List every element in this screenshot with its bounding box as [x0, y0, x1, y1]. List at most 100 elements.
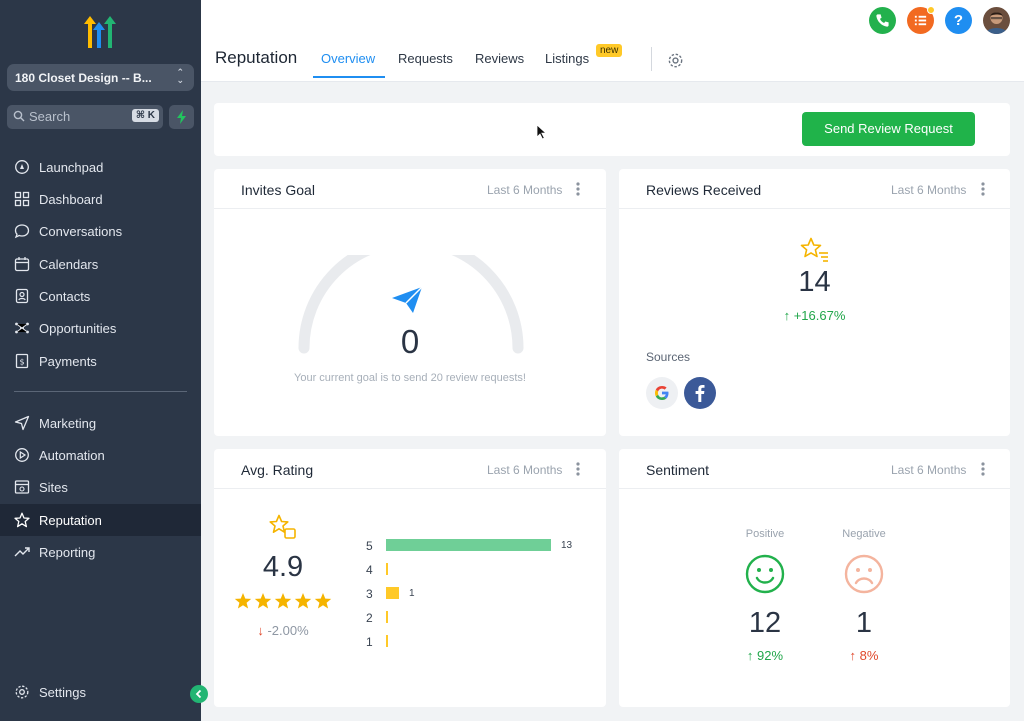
goal-gauge — [298, 255, 524, 354]
sidebar-item-label: Contacts — [39, 289, 91, 304]
sidebar-item-marketing[interactable]: Marketing — [0, 407, 201, 439]
period-label: Last 6 Months — [487, 183, 563, 197]
sidebar-item-sites[interactable]: Sites — [0, 471, 201, 503]
chevron-left-icon — [195, 689, 202, 699]
card-title: Reviews Received — [646, 182, 762, 198]
sidebar-item-dashboard[interactable]: Dashboard — [0, 183, 201, 215]
sidebar-item-label: Automation — [39, 448, 105, 463]
phone-button[interactable] — [869, 7, 896, 34]
star-list-icon — [800, 237, 828, 262]
reviews-change: ↑ +16.67% — [619, 308, 1010, 323]
search-input[interactable]: Search ⌘ K — [7, 105, 163, 129]
reviews-count: 14 — [798, 266, 831, 298]
sidebar-item-conversations[interactable]: Conversations — [0, 215, 201, 247]
more-options-icon[interactable] — [573, 461, 583, 477]
star-icon — [14, 512, 30, 528]
sidebar-item-payments[interactable]: $ Payments — [0, 345, 201, 377]
negative-label: Negative — [842, 528, 886, 540]
grid-icon — [14, 191, 30, 207]
chevron-updown-icon: ⌃ ⌄ — [176, 67, 184, 85]
avatar[interactable] — [983, 7, 1010, 34]
sidebar-item-opportunities[interactable]: Opportunities — [0, 312, 201, 344]
send-review-request-button[interactable]: Send Review Request — [802, 112, 975, 146]
rating-1-label: 1 — [366, 635, 373, 649]
quick-action-button[interactable] — [169, 105, 194, 129]
google-icon — [655, 386, 669, 400]
card-title: Sentiment — [646, 462, 710, 478]
sidebar-item-reputation[interactable]: Reputation — [0, 504, 201, 536]
new-badge: new — [596, 44, 623, 57]
rating-5-label: 5 — [366, 539, 373, 553]
rating-3-count: 1 — [409, 588, 415, 599]
negative-count: 1 — [855, 607, 873, 639]
facebook-source[interactable] — [684, 377, 716, 409]
star-rating-icon — [269, 514, 296, 539]
search-icon — [13, 110, 25, 122]
period-label: Last 6 Months — [891, 463, 967, 477]
reviews-change-value: +16.67% — [793, 308, 846, 323]
help-button[interactable]: ? — [945, 7, 972, 34]
goal-value: 0 — [400, 323, 420, 360]
sidebar-item-launchpad[interactable]: Launchpad — [0, 151, 201, 183]
arrow-down-icon: ↓ — [257, 623, 264, 638]
card-title: Invites Goal — [241, 182, 315, 198]
contact-book-icon — [15, 288, 29, 304]
account-switcher[interactable]: 180 Closet Design -- B... ⌃ ⌄ — [7, 64, 194, 91]
tab-requests[interactable]: Requests — [398, 51, 453, 66]
negative-change-value: 8% — [859, 648, 879, 663]
more-options-icon[interactable] — [978, 461, 988, 477]
settings-gear-icon[interactable] — [667, 52, 684, 69]
positive-change-value: 92% — [757, 648, 784, 663]
more-options-icon[interactable] — [978, 181, 988, 197]
notification-dot — [927, 6, 935, 14]
card-divider — [619, 208, 1010, 209]
search-shortcut: ⌘ K — [131, 109, 159, 122]
collapse-sidebar-button[interactable] — [190, 685, 208, 703]
sidebar-item-label: Settings — [39, 685, 86, 700]
sidebar-item-settings[interactable]: Settings — [0, 676, 201, 708]
positive-count: 12 — [748, 607, 782, 639]
card-divider — [214, 488, 606, 489]
five-stars — [234, 593, 332, 609]
sidebar-divider — [14, 391, 187, 392]
more-options-icon[interactable] — [573, 181, 583, 197]
sidebar-item-label: Marketing — [39, 416, 97, 431]
sidebar-item-contacts[interactable]: Contacts — [0, 280, 201, 312]
gear-icon — [15, 685, 29, 699]
star-4-icon — [294, 593, 312, 609]
tab-reviews[interactable]: Reviews — [475, 51, 525, 66]
tab-overview[interactable]: Overview — [321, 51, 376, 66]
sidebar: 180 Closet Design -- B... ⌃ ⌄ Search ⌘ K … — [0, 0, 201, 721]
rating-4-bar — [386, 563, 388, 575]
positive-label: Positive — [745, 528, 785, 540]
phone-icon — [876, 14, 889, 27]
star-5-icon — [314, 593, 332, 609]
svg-text:$: $ — [19, 358, 24, 367]
google-source[interactable] — [646, 377, 678, 409]
sources-label: Sources — [646, 350, 691, 364]
rating-3-label: 3 — [366, 587, 373, 601]
arrow-up-icon: ↑ — [849, 648, 857, 663]
gauge-track — [298, 255, 524, 354]
sidebar-item-calendars[interactable]: Calendars — [0, 248, 201, 280]
page-title: Reputation — [215, 48, 298, 67]
sidebar-item-label: Opportunities — [39, 321, 117, 336]
sidebar-item-label: Payments — [39, 354, 97, 369]
help-icon: ? — [953, 12, 964, 29]
happy-face-icon — [745, 554, 785, 594]
rating-3-bar — [386, 587, 399, 599]
card-divider — [214, 208, 606, 209]
negative-change: ↑ 8% — [824, 648, 904, 663]
action-bar: Send Review Request — [214, 103, 1010, 156]
tasks-button[interactable] — [907, 6, 935, 34]
chat-bubble-icon — [14, 224, 30, 239]
goal-text: Your current goal is to send 20 review r… — [294, 372, 526, 384]
sidebar-item-automation[interactable]: Automation — [0, 439, 201, 471]
period-label: Last 6 Months — [487, 463, 563, 477]
tab-listings[interactable]: Listings — [545, 51, 590, 66]
rating-5-bar — [386, 539, 551, 551]
send-icon — [14, 415, 30, 431]
sidebar-item-reporting[interactable]: Reporting — [0, 536, 201, 568]
account-name: 180 Closet Design -- B... — [15, 71, 152, 85]
arrow-up-icon: ↑ — [746, 648, 754, 663]
